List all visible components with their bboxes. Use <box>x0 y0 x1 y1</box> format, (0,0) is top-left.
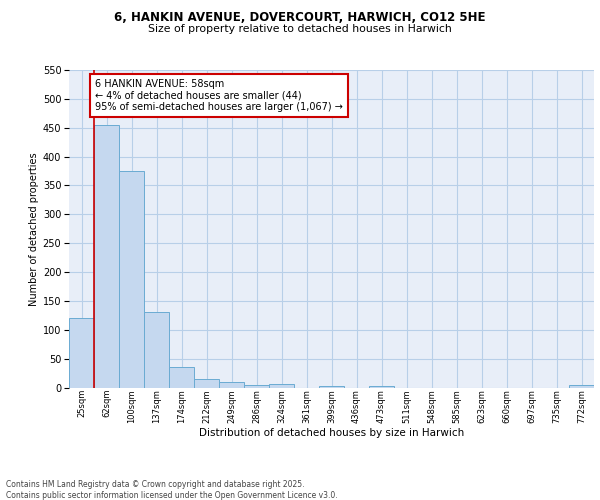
Bar <box>244 384 269 388</box>
Bar <box>569 384 594 388</box>
Bar <box>169 368 194 388</box>
Bar <box>94 125 119 388</box>
Bar <box>219 382 244 388</box>
Bar <box>369 386 394 388</box>
Bar <box>319 386 344 388</box>
X-axis label: Distribution of detached houses by size in Harwich: Distribution of detached houses by size … <box>199 428 464 438</box>
Bar <box>269 384 294 388</box>
Bar <box>194 380 219 388</box>
Bar <box>119 171 144 388</box>
Y-axis label: Number of detached properties: Number of detached properties <box>29 152 38 306</box>
Text: Contains HM Land Registry data © Crown copyright and database right 2025.
Contai: Contains HM Land Registry data © Crown c… <box>6 480 338 500</box>
Bar <box>69 318 94 388</box>
Bar <box>144 312 169 388</box>
Text: 6 HANKIN AVENUE: 58sqm
← 4% of detached houses are smaller (44)
95% of semi-deta: 6 HANKIN AVENUE: 58sqm ← 4% of detached … <box>95 78 343 112</box>
Text: 6, HANKIN AVENUE, DOVERCOURT, HARWICH, CO12 5HE: 6, HANKIN AVENUE, DOVERCOURT, HARWICH, C… <box>114 11 486 24</box>
Text: Size of property relative to detached houses in Harwich: Size of property relative to detached ho… <box>148 24 452 34</box>
